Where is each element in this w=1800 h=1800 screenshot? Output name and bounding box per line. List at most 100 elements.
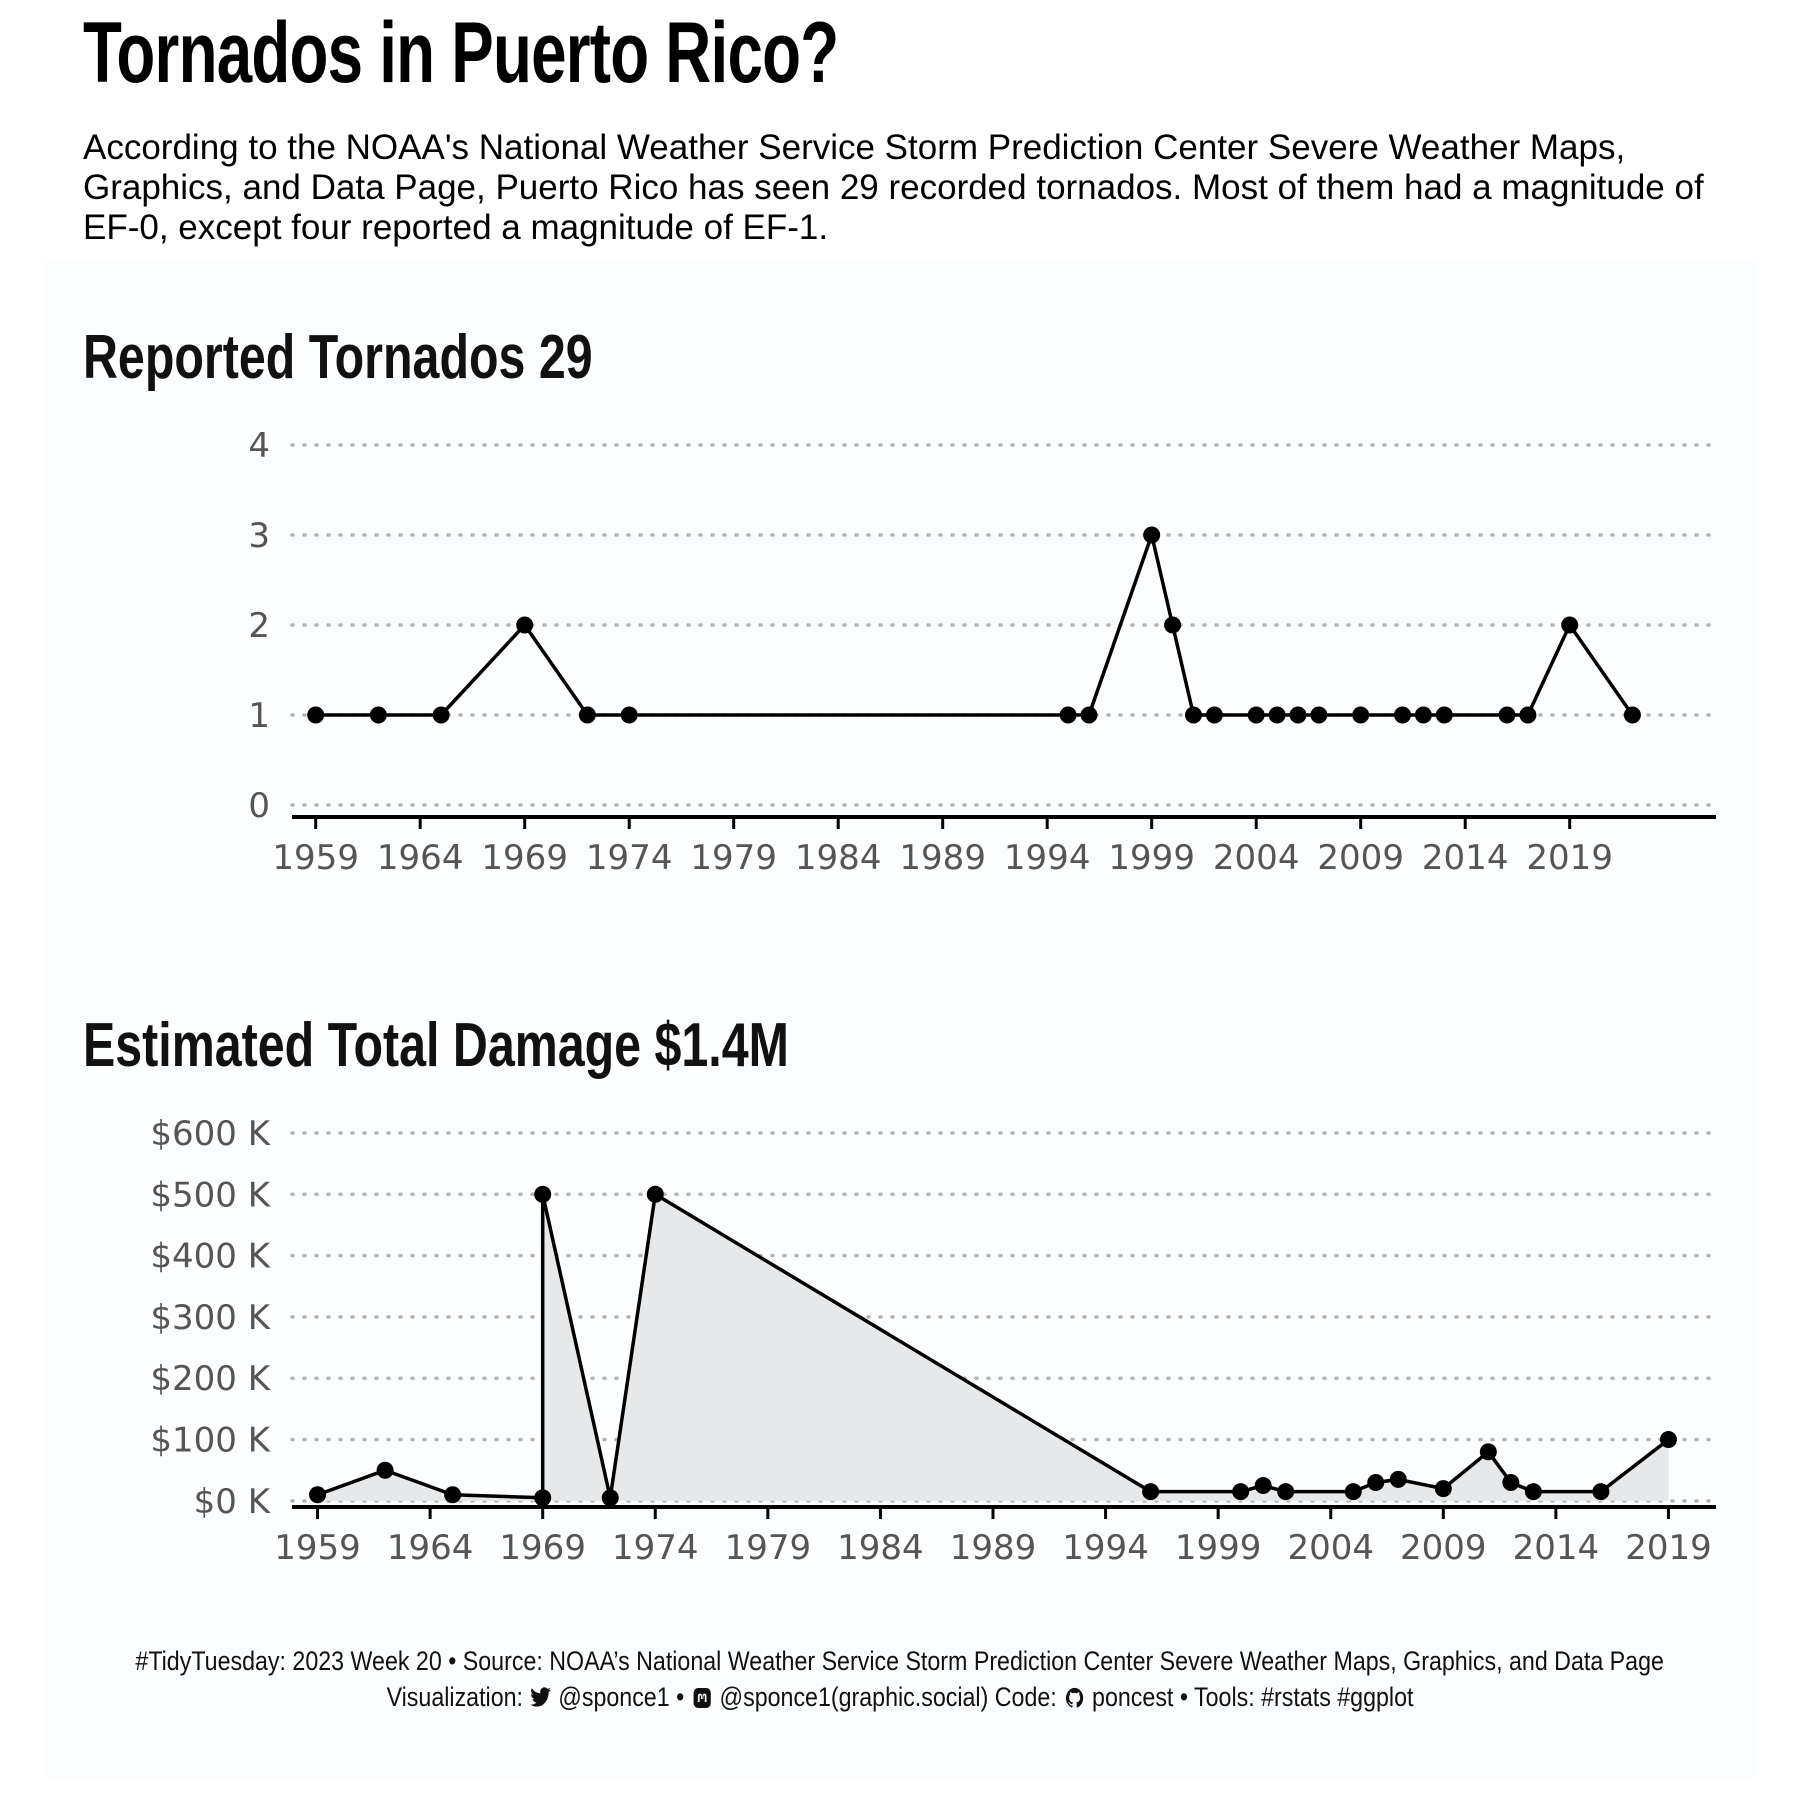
damage-x-tick-label: 2009 (1400, 1528, 1487, 1568)
damage-data-point (1479, 1443, 1497, 1461)
tornado-y-tick-label: 2 (248, 606, 270, 646)
damage-data-point (1524, 1483, 1542, 1501)
tornado-data-point (1289, 706, 1307, 724)
page-title: Tornados in Puerto Rico? (83, 5, 839, 101)
damage-x-tick-label: 1979 (725, 1528, 812, 1568)
damage-data-point (376, 1461, 394, 1479)
damage-x-tick-label: 2004 (1287, 1528, 1374, 1568)
tornado-x-tick-label: 1964 (377, 838, 464, 878)
tornado-data-point (1352, 706, 1370, 724)
damage-x-tick-label: 1989 (950, 1528, 1037, 1568)
tornado-data-point (1143, 526, 1161, 544)
damage-y-tick-label: $300 K (150, 1298, 271, 1338)
tornado-y-tick-label: 4 (248, 426, 270, 466)
tornado-x-tick-label: 1994 (1004, 838, 1091, 878)
tornado-y-tick-label: 1 (248, 696, 270, 736)
damage-x-tick-label: 1959 (274, 1528, 361, 1568)
damage-y-tick-label: $400 K (150, 1237, 271, 1277)
damage-x-tick-label: 2014 (1513, 1528, 1600, 1568)
tornado-data-point (1519, 706, 1537, 724)
damage-y-tick-label: $500 K (150, 1175, 271, 1215)
caption-source: #TidyTuesday: 2023 Week 20 • Source: NOA… (0, 1646, 1800, 1677)
damage-y-tick-label: $100 K (150, 1421, 271, 1461)
tornado-x-tick-label: 1999 (1108, 838, 1195, 878)
tornado-x-tick-label: 2014 (1422, 838, 1509, 878)
damage-x-tick-label: 1984 (837, 1528, 924, 1568)
tornado-y-tick-label: 3 (248, 516, 270, 556)
tornado-x-tick-label: 2004 (1213, 838, 1300, 878)
mastodon-handle-link[interactable]: @sponce1(graphic.social) (719, 1682, 989, 1712)
tornado-data-point (1414, 706, 1432, 724)
damage-data-point (309, 1486, 327, 1504)
tornado-data-point (578, 706, 596, 724)
damage-data-point (1344, 1483, 1362, 1501)
tornado-data-point (1435, 706, 1453, 724)
twitter-icon (530, 1687, 551, 1707)
tornado-x-tick-label: 2009 (1317, 838, 1404, 878)
damage-data-point (1659, 1431, 1677, 1449)
damage-data-point (601, 1489, 619, 1507)
damage-data-point (1277, 1483, 1295, 1501)
subtitle-line-2: Graphics, and Data Page, Puerto Rico has… (83, 168, 1704, 207)
mastodon-icon (693, 1688, 711, 1708)
tornado-x-tick-label: 2019 (1526, 838, 1613, 878)
tornado-data-point (1561, 616, 1579, 634)
damage-data-point (1502, 1473, 1520, 1491)
damage-data-point (534, 1489, 552, 1507)
damage-chart-title: Estimated Total Damage $1.4M (83, 1011, 789, 1080)
tornado-x-tick-label: 1984 (795, 838, 882, 878)
caption-credits: Visualization: @sponce1 • @sponce1(graph… (0, 1682, 1800, 1713)
tornado-x-tick-label: 1979 (690, 838, 777, 878)
tornado-chart-title: Reported Tornados 29 (83, 323, 593, 392)
github-icon (1065, 1687, 1083, 1708)
tornado-data-point (516, 616, 534, 634)
damage-y-tick-label: $200 K (150, 1359, 271, 1399)
damage-x-tick-label: 2019 (1625, 1528, 1712, 1568)
tornado-series-line (315, 533, 1634, 717)
tornado-data-point (1498, 706, 1516, 724)
tornado-y-tick-label: 0 (248, 786, 270, 826)
damage-x-tick-label: 1994 (1062, 1528, 1149, 1568)
twitter-handle-link[interactable]: @sponce1 (558, 1682, 670, 1712)
tornado-data-point (1185, 706, 1202, 724)
tornado-count-chart: 0 1 2 3 4 1959 1964 1969 1974 1979 1984 1989 1994 199… (248, 426, 1718, 878)
tornado-x-tick-label: 1989 (899, 838, 986, 878)
github-handle-link[interactable]: poncest (1092, 1682, 1174, 1712)
tornado-x-tick-label: 1959 (272, 838, 359, 878)
subtitle-line-1: According to the NOAA's National Weather… (83, 128, 1626, 167)
damage-y-tick-label: $600 K (150, 1114, 271, 1154)
tornado-data-point (1310, 706, 1328, 724)
tornado-data-point (1080, 706, 1098, 724)
tornado-data-point (307, 706, 325, 724)
damage-data-point (1367, 1473, 1385, 1491)
tornado-data-point (369, 706, 387, 724)
damage-data-point (444, 1486, 462, 1504)
damage-x-tick-label: 1969 (499, 1528, 586, 1568)
caption-code-label: Code: (994, 1682, 1057, 1712)
damage-data-point (1254, 1477, 1272, 1495)
damage-y-tick-label: $0 K (194, 1482, 272, 1522)
tornado-x-tick-label: 1969 (481, 838, 568, 878)
caption-source-text: #TidyTuesday: 2023 Week 20 • Source: NOA… (135, 1646, 1665, 1676)
plot-panel (42, 258, 1758, 1778)
damage-x-tick-label: 1974 (612, 1528, 699, 1568)
caption-tools: • Tools: #rstats #ggplot (1179, 1682, 1414, 1712)
subtitle-line-3: EF-0, except four reported a magnitude o… (83, 208, 829, 247)
damage-data-point (534, 1185, 552, 1203)
tornado-data-point (620, 706, 638, 724)
damage-data-point (1592, 1483, 1610, 1501)
tornado-data-point (1059, 706, 1077, 724)
tornado-data-point (1205, 706, 1223, 724)
damage-data-point (1389, 1470, 1407, 1488)
tornado-data-point (1268, 706, 1286, 724)
damage-data-point (1434, 1480, 1452, 1498)
damage-data-point (646, 1185, 664, 1203)
page-subtitle: According to the NOAA's National Weather… (83, 128, 1793, 248)
caption-visualization-label: Visualization: (386, 1682, 523, 1712)
tornado-data-point (1164, 616, 1182, 634)
damage-x-tick-label: 1964 (387, 1528, 474, 1568)
damage-area-fill (317, 1194, 1669, 1501)
tornado-x-tick-label: 1974 (586, 838, 673, 878)
damage-data-point (1142, 1483, 1160, 1501)
